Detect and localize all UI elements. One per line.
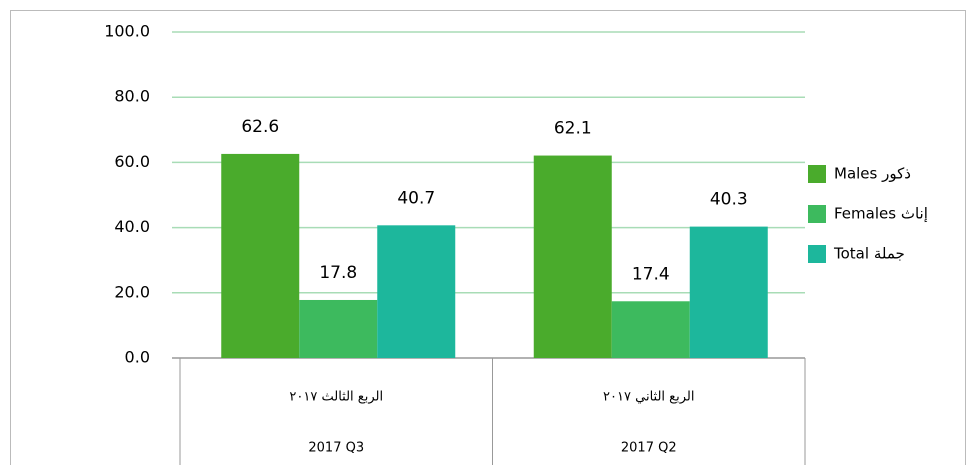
- x-tick-label: 2017 Q2: [621, 441, 677, 456]
- bar: [377, 225, 456, 358]
- legend-swatch: [808, 245, 826, 263]
- bar: [221, 153, 300, 358]
- data-label: 17.8: [319, 263, 357, 283]
- x-tick-label: الربع الثالث ٢٠١٧: [289, 390, 383, 405]
- bar: [533, 155, 612, 358]
- legend-label: Males ذكور: [834, 165, 911, 183]
- y-tick-label: 0.0: [125, 348, 150, 367]
- legend-swatch: [808, 205, 826, 223]
- legend-label: Females إناث: [834, 205, 928, 223]
- y-tick-label: 40.0: [114, 217, 150, 236]
- data-label: 17.4: [632, 264, 670, 284]
- data-label: 40.7: [397, 188, 435, 208]
- bar: [689, 226, 768, 358]
- bar: [299, 299, 378, 358]
- chart-border: [10, 10, 966, 465]
- data-label: 40.3: [710, 190, 748, 210]
- legend-label: Total جملة: [833, 245, 905, 263]
- y-tick-label: 100.0: [104, 22, 150, 41]
- y-tick-label: 80.0: [114, 87, 150, 106]
- x-tick-label: 2017 Q3: [308, 441, 364, 456]
- data-label: 62.6: [241, 117, 279, 137]
- x-tick-label: الربع الثاني ٢٠١٧: [603, 390, 694, 405]
- y-tick-label: 60.0: [114, 152, 150, 171]
- bar: [611, 301, 690, 358]
- y-tick-label: 20.0: [114, 282, 150, 301]
- data-label: 62.1: [554, 119, 592, 139]
- legend-swatch: [808, 165, 826, 183]
